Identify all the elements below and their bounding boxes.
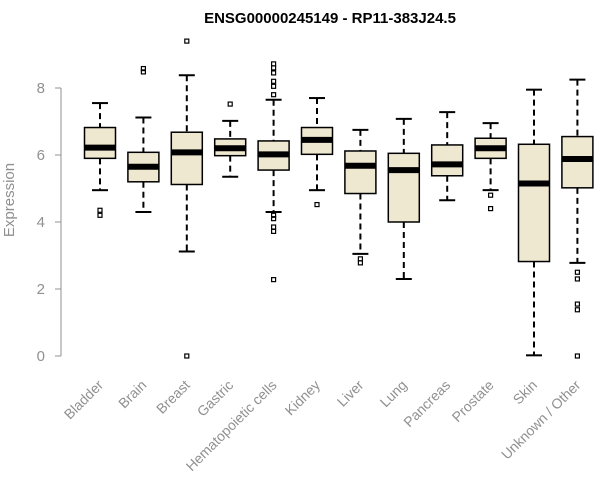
outlier-point — [271, 228, 277, 234]
x-tick-label: Liver — [334, 377, 367, 410]
box-iqr — [387, 152, 421, 223]
outlier-point — [488, 206, 494, 212]
outlier-point — [271, 216, 277, 222]
x-tick-label: Pancreas — [400, 377, 453, 430]
outlier-point — [357, 256, 363, 262]
outlier-point — [574, 307, 581, 313]
box-iqr — [344, 150, 377, 195]
x-tick-label: Breast — [153, 377, 193, 417]
y-axis: 0 2 4 6 8 — [37, 80, 62, 365]
outlier-point — [271, 92, 277, 98]
box-prostate — [474, 122, 507, 212]
y-tick-label: 4 — [37, 214, 45, 231]
outlier-point — [574, 353, 581, 359]
box-iqr — [430, 144, 464, 177]
x-tick-label: Skin — [510, 377, 541, 408]
outlier-point — [271, 212, 277, 218]
outlier-point — [140, 69, 146, 75]
outlier-point — [574, 276, 581, 282]
outlier-point — [271, 224, 277, 230]
x-tick-label: Kidney — [282, 377, 324, 419]
outlier-point — [227, 101, 233, 107]
box-iqr — [517, 143, 551, 263]
box-gastric — [213, 101, 247, 178]
outlier-point — [271, 61, 277, 67]
y-tick-label: 0 — [37, 348, 45, 365]
outlier-point — [184, 38, 190, 44]
chart-title: ENSG00000245149 - RP11-383J24.5 — [204, 10, 456, 27]
box-pancreas — [430, 111, 464, 202]
outlier-point — [97, 212, 103, 218]
outlier-point — [271, 83, 277, 89]
x-tick-label: Unknown / Other — [498, 377, 584, 463]
outlier-point — [271, 78, 277, 84]
y-tick-label: 6 — [37, 147, 45, 164]
box-iqr — [83, 126, 117, 160]
outlier-point — [140, 65, 146, 72]
outlier-point — [357, 260, 363, 266]
outlier-point — [271, 277, 277, 283]
box-iqr — [561, 135, 594, 189]
y-tick-label: 2 — [37, 281, 45, 298]
outlier-point — [574, 301, 581, 307]
box-hematopoietic-cells — [257, 61, 290, 283]
outlier-point — [184, 353, 190, 359]
box-liver — [344, 128, 377, 266]
x-tick-label: Bladder — [61, 377, 107, 423]
box-lung — [387, 117, 421, 280]
box-breast — [170, 38, 204, 359]
box-unknown-other — [561, 78, 594, 359]
outlier-point — [314, 201, 320, 208]
y-tick-label: 8 — [37, 80, 45, 97]
x-tick-label: Lung — [377, 377, 410, 410]
outlier-point — [271, 70, 277, 76]
boxes-group — [83, 38, 594, 359]
box-bladder — [83, 102, 117, 218]
box-kidney — [300, 97, 334, 208]
outlier-point — [574, 269, 581, 275]
box-iqr — [170, 131, 204, 186]
outlier-point — [488, 192, 494, 198]
x-tick-label: Prostate — [449, 377, 497, 425]
x-tick-label: Brain — [115, 377, 149, 411]
box-skin — [517, 88, 551, 357]
box-brain — [127, 65, 160, 213]
y-axis-label: Expression — [1, 163, 18, 237]
x-tick-label: Gastric — [194, 377, 237, 420]
outlier-point — [97, 207, 103, 213]
outlier-point — [271, 65, 277, 71]
